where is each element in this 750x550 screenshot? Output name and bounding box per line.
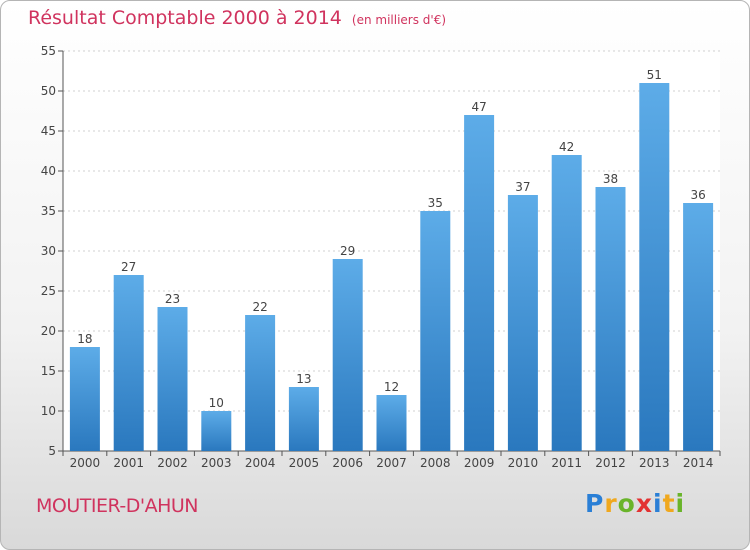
bar <box>507 195 538 451</box>
bar <box>113 275 144 451</box>
logo-letter: P <box>585 489 605 518</box>
y-tick-label: 15 <box>41 364 56 378</box>
bar <box>288 387 319 451</box>
y-tick-label: 55 <box>41 44 56 58</box>
bar-value-label: 42 <box>559 140 574 154</box>
y-tick-label: 5 <box>48 444 56 458</box>
x-tick-label: 2006 <box>332 456 363 470</box>
bar-value-label: 22 <box>252 300 267 314</box>
bar <box>245 315 276 451</box>
y-tick-label: 50 <box>41 84 56 98</box>
commune-name: MOUTIER-D'AHUN <box>36 495 199 517</box>
bar-value-label: 51 <box>647 68 662 82</box>
x-tick-label: 2014 <box>683 456 714 470</box>
chart-title: Résultat Comptable 2000 à 2014 (en millie… <box>28 7 446 29</box>
bar <box>69 347 100 451</box>
bar-value-label: 12 <box>384 380 399 394</box>
bar-value-label: 36 <box>690 188 705 202</box>
x-tick-label: 2007 <box>376 456 407 470</box>
logo-letter: t <box>662 489 676 518</box>
y-tick-label: 40 <box>41 164 56 178</box>
x-tick-label: 2001 <box>113 456 144 470</box>
proxiti-logo: Proxiti <box>585 489 685 518</box>
bar-value-label: 13 <box>296 372 311 386</box>
x-tick-label: 2013 <box>639 456 670 470</box>
bar <box>595 187 626 451</box>
x-tick-label: 2011 <box>551 456 582 470</box>
chart-subtitle: (en milliers d'€) <box>351 13 447 27</box>
logo-letter: o <box>617 489 636 518</box>
bar-value-label: 23 <box>165 292 180 306</box>
logo-letter: i <box>675 489 686 518</box>
bar-value-label: 47 <box>471 100 486 114</box>
bar-value-label: 35 <box>428 196 443 210</box>
bar-value-label: 10 <box>209 396 224 410</box>
x-tick-label: 2009 <box>464 456 495 470</box>
x-tick-label: 2012 <box>595 456 626 470</box>
x-tick-label: 2002 <box>157 456 188 470</box>
x-tick-label: 2004 <box>245 456 276 470</box>
bar-value-label: 29 <box>340 244 355 258</box>
bar-value-label: 38 <box>603 172 618 186</box>
bar <box>683 203 714 451</box>
bar-value-label: 27 <box>121 260 136 274</box>
bar <box>551 155 582 451</box>
bar <box>157 307 188 451</box>
logo-letter: r <box>604 489 618 518</box>
logo-letter: i <box>653 489 663 518</box>
bar <box>420 211 451 451</box>
bar <box>332 259 363 451</box>
bar <box>464 115 495 451</box>
bar <box>201 411 232 451</box>
logo-letter: x <box>635 489 653 518</box>
y-tick-label: 10 <box>41 404 56 418</box>
y-tick-label: 35 <box>41 204 56 218</box>
y-tick-label: 20 <box>41 324 56 338</box>
x-tick-label: 2010 <box>508 456 539 470</box>
bar <box>639 83 670 451</box>
x-tick-label: 2000 <box>70 456 101 470</box>
bar-value-label: 37 <box>515 180 530 194</box>
bar-value-label: 18 <box>77 332 92 346</box>
x-tick-label: 2008 <box>420 456 451 470</box>
y-tick-label: 45 <box>41 124 56 138</box>
chart-title-main: Résultat Comptable 2000 à 2014 <box>28 7 342 29</box>
x-tick-label: 2005 <box>289 456 320 470</box>
y-tick-label: 30 <box>41 244 56 258</box>
x-tick-label: 2003 <box>201 456 232 470</box>
y-tick-label: 25 <box>41 284 56 298</box>
bar <box>376 395 407 451</box>
